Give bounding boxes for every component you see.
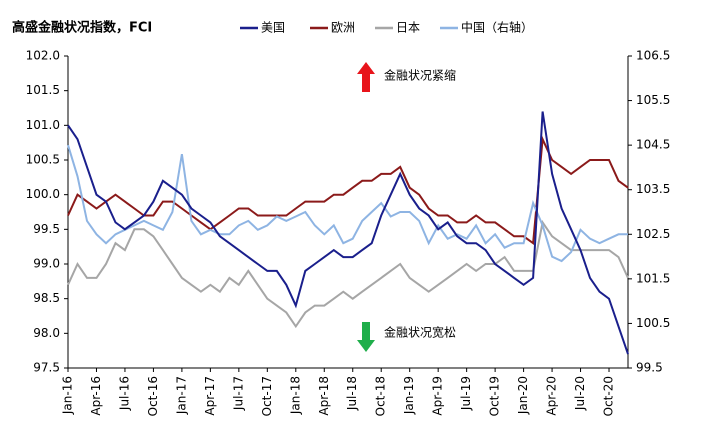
up-arrow (357, 62, 375, 92)
x-tick-label: Jul-20 (573, 376, 587, 411)
x-tick-label: Apr-17 (203, 376, 217, 416)
legend-label: 欧洲 (331, 21, 355, 35)
y-tick-label: 102.0 (26, 49, 60, 63)
y2-tick-label: 103.5 (636, 182, 670, 196)
y2-tick-label: 100.5 (636, 316, 670, 330)
series-line (67, 135, 629, 246)
x-tick-label: Jan-16 (61, 376, 75, 415)
x-tick-label: Jul-16 (117, 376, 131, 411)
y-tick-label: 100.0 (26, 187, 60, 201)
x-tick-label: Jul-18 (345, 376, 359, 411)
y2-tick-label: 104.5 (636, 138, 670, 152)
x-tick-label: Jan-19 (402, 376, 416, 415)
y2-tick-label: 101.5 (636, 271, 670, 285)
legend-label: 中国（右轴） (461, 20, 533, 35)
x-tick-label: Jul-19 (459, 376, 473, 411)
legend-label: 日本 (396, 21, 420, 35)
y-tick-label: 97.5 (33, 361, 60, 375)
down-arrow (357, 322, 375, 352)
x-tick-label: Oct-17 (260, 376, 274, 416)
y2-tick-label: 99.5 (636, 361, 663, 375)
annotation: 金融状况宽松 (384, 325, 456, 340)
y-tick-label: 100.5 (26, 153, 60, 167)
y2-tick-label: 102.5 (636, 227, 670, 241)
y-tick-label: 98.5 (33, 291, 60, 305)
y-tick-label: 101.0 (26, 118, 60, 132)
x-tick-label: Oct-19 (488, 376, 502, 416)
x-tick-label: Apr-18 (317, 376, 331, 416)
y-tick-label: 99.5 (33, 222, 60, 236)
x-tick-label: Apr-16 (89, 376, 103, 416)
x-tick-label: Oct-16 (146, 376, 160, 416)
series-line (67, 219, 629, 329)
x-tick-label: Jul-17 (231, 376, 245, 411)
x-tick-label: Apr-19 (431, 376, 445, 416)
x-tick-label: Apr-20 (545, 376, 559, 416)
series-line (67, 111, 629, 355)
x-tick-label: Jan-20 (516, 376, 530, 415)
legend-label: 美国 (261, 21, 285, 35)
annotation: 金融状况紧缩 (384, 68, 456, 83)
x-tick-label: Oct-20 (602, 376, 616, 416)
y2-tick-label: 106.5 (636, 49, 670, 63)
x-tick-label: Jan-17 (174, 376, 188, 415)
series-line (67, 144, 628, 263)
y-tick-label: 99.0 (33, 257, 60, 271)
y2-tick-label: 105.5 (636, 93, 670, 107)
y-tick-label: 101.5 (26, 83, 60, 97)
y-tick-label: 98.0 (33, 326, 60, 340)
chart-title: 高盛金融状况指数，FCI (12, 20, 152, 36)
x-tick-label: Jan-18 (288, 376, 302, 415)
x-tick-label: Oct-18 (374, 376, 388, 416)
